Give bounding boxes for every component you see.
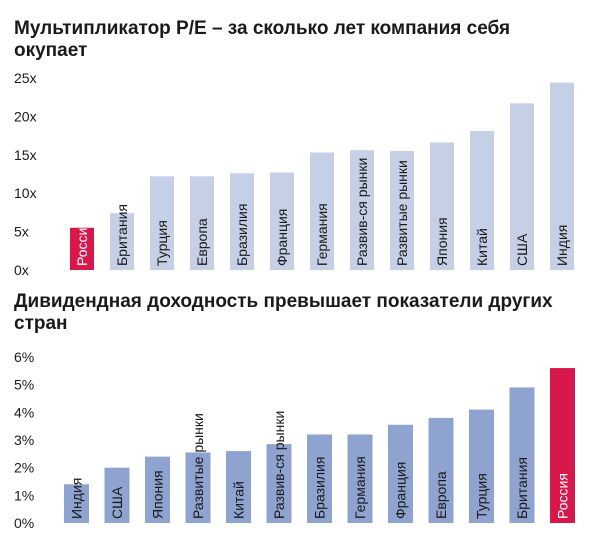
bar-9 [388, 424, 413, 523]
dividend-chart-title: Дивидендная доходность превышает показат… [14, 291, 553, 334]
y-tick-label: 15x [14, 147, 37, 163]
pe-chart: 0x 5x 10x 15x 20x 25x Россия Британия Турция Евро… [14, 70, 574, 278]
category-label: Китай [474, 228, 490, 266]
category-label: Япония [150, 470, 166, 519]
category-label: Германия [314, 203, 330, 266]
category-label: Европа [194, 218, 210, 266]
bar-10 [428, 417, 454, 523]
category-label: Россия [555, 473, 571, 519]
category-label: Бразилия [312, 457, 328, 519]
y-tick-label: 0% [14, 515, 34, 531]
bar-13 [550, 368, 575, 523]
bar-3 [150, 176, 174, 270]
bar-4 [185, 452, 211, 523]
pe-chart-title: Мультипликатор P/E – за сколько лет комп… [14, 18, 511, 61]
category-label: Британия [514, 457, 530, 519]
category-label: США [109, 486, 125, 519]
category-label: Китай [231, 481, 247, 519]
bar-1 [64, 484, 89, 523]
bar-11 [470, 130, 494, 270]
category-label: Развитые рынки [190, 413, 206, 519]
bar-2 [110, 213, 134, 270]
y-tick-label: 0x [14, 262, 29, 278]
y-tick-label: 5% [14, 377, 34, 393]
y-tick-label: 10x [14, 185, 37, 201]
category-label: Турция [474, 473, 490, 519]
y-tick-label: 3% [14, 432, 34, 448]
bar-5 [226, 451, 251, 523]
y-tick-label: 4% [14, 404, 34, 420]
bar-12 [510, 103, 534, 271]
y-tick-label: 2% [14, 460, 34, 476]
category-label: Индия [69, 478, 85, 519]
category-label: Россия [74, 220, 90, 266]
bar-6 [266, 444, 292, 523]
bar-2 [104, 467, 130, 523]
category-label: Развив-ся рынки [271, 411, 287, 519]
y-tick-label: 6% [14, 349, 34, 365]
y-tick-label: 5x [14, 224, 29, 240]
bar-13 [550, 82, 574, 270]
bar-4 [190, 176, 214, 270]
bar-9 [390, 150, 414, 270]
bar-7 [307, 434, 332, 523]
bar-5 [230, 173, 254, 270]
bar-6 [270, 172, 294, 270]
category-label: Индия [554, 225, 570, 266]
y-tick-label: 1% [14, 487, 34, 503]
y-tick-label: 20x [14, 108, 37, 124]
bar-3 [145, 456, 170, 523]
y-tick-label: 25x [14, 70, 37, 86]
category-label: Германия [352, 456, 368, 519]
category-label: Британия [114, 204, 130, 266]
bar-11 [469, 409, 494, 523]
category-label: Развив-ся рынки [354, 158, 370, 266]
bar-10 [430, 142, 454, 270]
bar-7 [310, 152, 334, 270]
bar-1 [70, 227, 94, 270]
category-label: Европа [433, 471, 449, 519]
bar-8 [350, 150, 374, 270]
category-label: Бразилия [234, 204, 250, 266]
bar-12 [509, 387, 535, 523]
category-label: Турция [154, 220, 170, 266]
bar-8 [347, 434, 373, 523]
category-label: Япония [434, 217, 450, 266]
category-label: Развитые рынки [394, 160, 410, 266]
category-label: Франция [274, 209, 290, 266]
category-label: Франция [393, 462, 409, 519]
category-label: США [514, 233, 530, 266]
